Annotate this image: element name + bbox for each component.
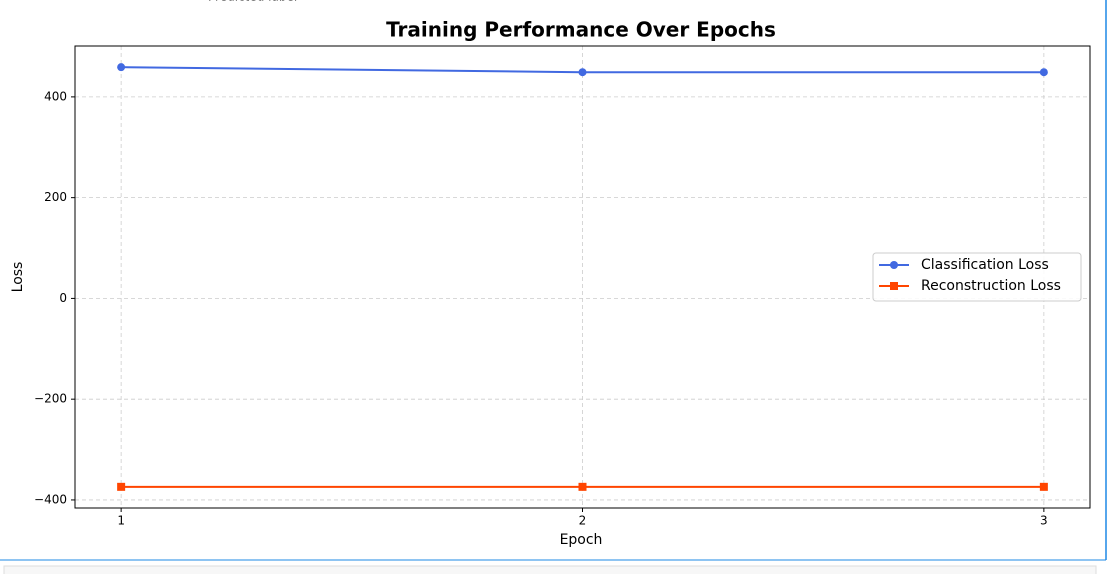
marker <box>1039 482 1048 491</box>
y-tick-label: 0 <box>59 291 67 305</box>
y-tick-label: 200 <box>44 190 67 204</box>
next-cell <box>3 565 1097 574</box>
y-tick-label: −200 <box>34 392 67 406</box>
y-axis-label: Loss <box>10 262 26 293</box>
marker <box>117 482 126 491</box>
x-tick-label: 2 <box>579 514 587 528</box>
x-tick-label: 1 <box>117 514 125 528</box>
marker <box>117 63 126 72</box>
marker <box>578 482 587 491</box>
marker <box>890 282 898 290</box>
plot-frame <box>74 45 1091 509</box>
y-tick-label: −400 <box>34 492 67 506</box>
y-tick-label: 400 <box>44 89 67 103</box>
legend-box <box>872 252 1082 302</box>
x-tick-label: 3 <box>1040 514 1048 528</box>
x-axis-label: Epoch <box>560 532 603 548</box>
legend-label: Reconstruction Loss <box>921 278 1061 294</box>
legend-label: Classification Loss <box>921 257 1049 273</box>
cell-fragment: Predicted label <box>208 0 297 4</box>
chart-title: Training Performance Over Epochs <box>386 18 776 42</box>
marker <box>578 68 587 77</box>
marker <box>890 261 898 269</box>
marker <box>1039 68 1048 77</box>
